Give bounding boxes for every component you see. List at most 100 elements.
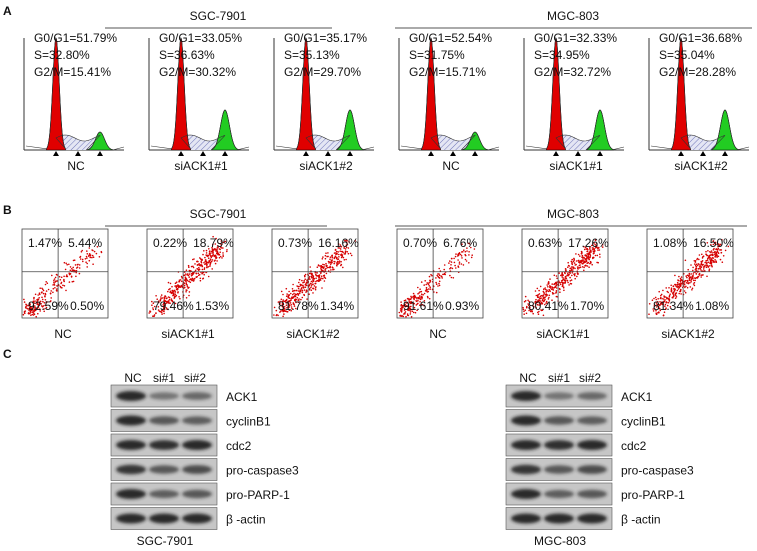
event-dot (169, 302, 171, 305)
event-dot (554, 283, 557, 285)
event-dot (658, 303, 660, 306)
event-dot (157, 306, 160, 308)
event-dot (283, 313, 285, 315)
event-dot (699, 265, 701, 268)
band (182, 513, 212, 524)
event-dot (403, 309, 406, 311)
event-dot (539, 297, 541, 300)
event-dot (688, 275, 690, 278)
event-dot (573, 259, 575, 262)
event-dot (185, 273, 187, 275)
event-dot (308, 276, 311, 278)
event-dot (279, 302, 281, 305)
event-dot (34, 305, 36, 307)
event-dot (185, 297, 188, 299)
event-dot (712, 251, 714, 254)
event-dot (675, 292, 677, 294)
event-dot (43, 308, 45, 310)
event-dot (37, 306, 40, 309)
event-dot (679, 290, 681, 293)
event-dot (413, 302, 415, 305)
event-dot (407, 309, 409, 311)
event-dot (656, 306, 658, 308)
event-dot (336, 263, 339, 266)
event-dot (324, 268, 327, 271)
event-dot (197, 272, 200, 275)
event-dot (410, 316, 413, 318)
event-dot (333, 262, 336, 265)
event-dot (420, 290, 423, 293)
event-dot (543, 293, 545, 295)
event-dot (696, 277, 699, 279)
event-dot (417, 293, 419, 295)
event-dot (171, 289, 174, 292)
event-dot (555, 290, 558, 292)
event-dot (567, 272, 569, 275)
event-dot (532, 304, 534, 307)
event-dot (184, 286, 186, 289)
event-dot (545, 295, 548, 297)
event-dot (300, 284, 303, 286)
event-dot (664, 296, 667, 298)
event-dot (535, 298, 537, 301)
event-dot (455, 267, 457, 269)
event-dot (340, 256, 343, 259)
event-dot (308, 293, 310, 296)
event-dot (692, 266, 694, 269)
event-dot (528, 309, 530, 312)
marker (53, 151, 59, 156)
event-dot (88, 259, 91, 262)
band (544, 513, 574, 524)
event-dot (717, 243, 719, 245)
event-dot (73, 259, 76, 262)
event-dot (161, 297, 164, 299)
event-dot (425, 283, 428, 286)
event-dot (160, 311, 163, 314)
event-dot (338, 255, 340, 258)
event-dot (460, 263, 463, 265)
event-dot (152, 308, 155, 311)
event-dot (406, 314, 409, 317)
event-dot (339, 244, 342, 246)
event-dot (450, 257, 453, 260)
event-dot (177, 286, 180, 289)
event-dot (39, 310, 41, 312)
event-dot (211, 249, 214, 252)
event-dot (601, 246, 604, 248)
band (511, 415, 541, 426)
event-dot (581, 266, 584, 268)
event-dot (549, 278, 551, 280)
event-dot (727, 245, 730, 248)
event-dot (40, 303, 42, 305)
event-dot (221, 243, 223, 245)
event-dot (178, 285, 181, 288)
event-dot (537, 311, 539, 314)
event-dot (322, 267, 325, 269)
event-dot (541, 295, 544, 297)
marker (347, 151, 353, 156)
event-dot (470, 246, 472, 249)
event-dot (153, 314, 156, 316)
event-dot (700, 269, 702, 271)
event-dot (710, 262, 713, 264)
event-dot (544, 296, 546, 298)
event-dot (89, 254, 92, 257)
event-dot (50, 290, 52, 292)
event-dot (713, 242, 716, 244)
event-dot (429, 288, 432, 290)
event-dot (183, 274, 185, 277)
event-dot (179, 297, 181, 300)
event-dot (189, 281, 192, 284)
event-dot (52, 291, 54, 294)
event-dot (331, 266, 334, 269)
event-dot (719, 249, 721, 251)
event-dot (462, 251, 464, 253)
event-dot (584, 264, 587, 267)
event-dot (320, 272, 322, 275)
event-dot (310, 275, 313, 278)
group-title: MGC-803 (547, 9, 599, 23)
event-dot (525, 306, 528, 309)
event-dot (169, 290, 172, 293)
event-dot (593, 242, 595, 244)
event-dot (594, 247, 597, 249)
